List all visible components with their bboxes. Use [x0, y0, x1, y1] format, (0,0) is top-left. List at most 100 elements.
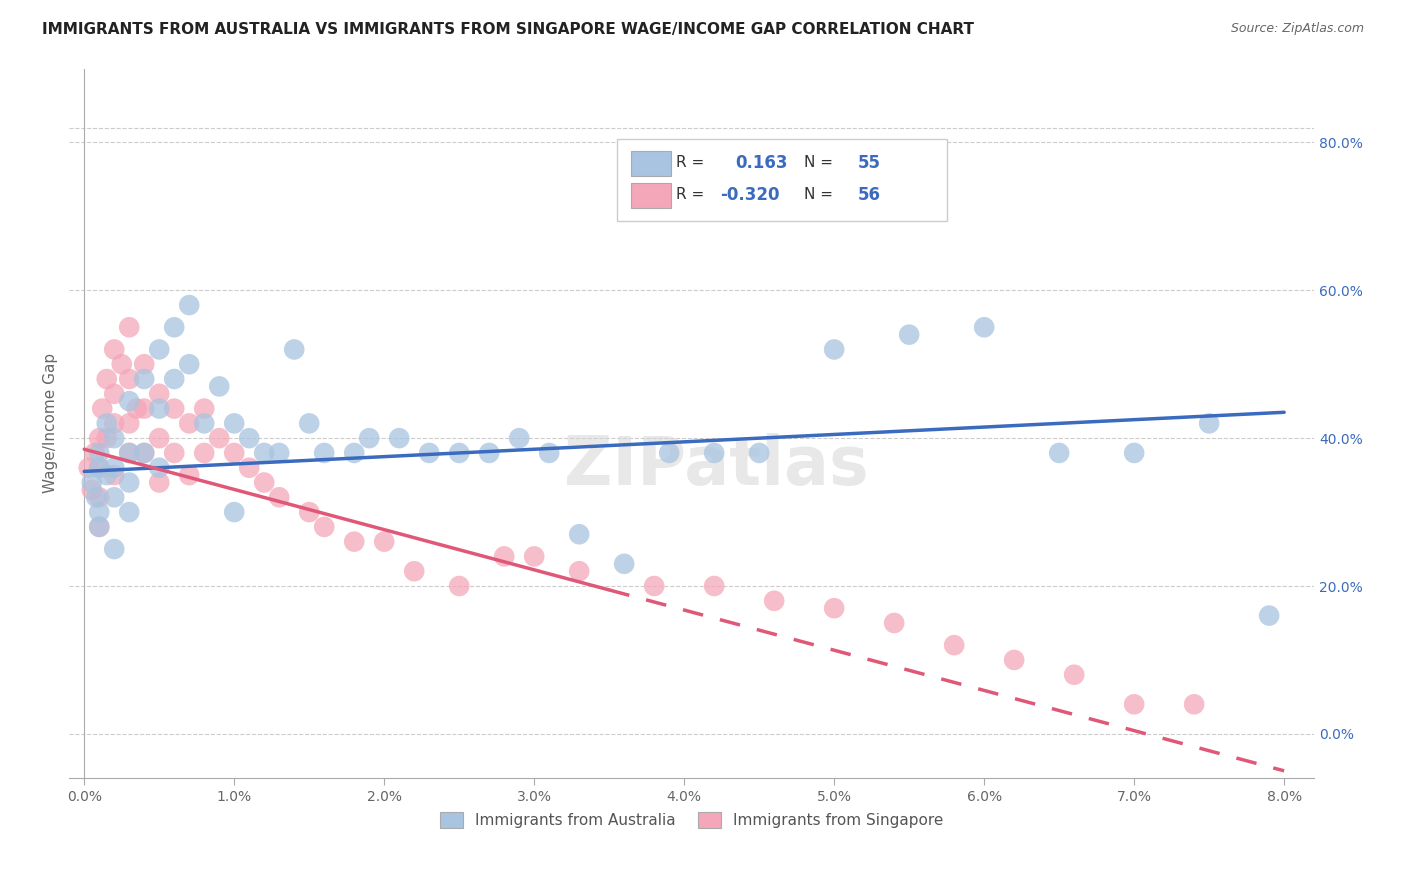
Point [89, 460, 111, 475]
Point [96, 468, 118, 483]
Point [80, 475, 103, 490]
Point [643, 579, 665, 593]
Point [103, 542, 125, 557]
Point [703, 446, 725, 460]
Point [388, 431, 411, 445]
Point [134, 357, 156, 371]
Point [568, 527, 591, 541]
Point [1123, 698, 1146, 712]
Point [238, 431, 260, 445]
Point [148, 401, 170, 416]
Point [118, 372, 141, 386]
Point [84, 491, 107, 505]
Text: ZIPatlas: ZIPatlas [564, 433, 869, 499]
Point [1182, 698, 1205, 712]
Point [208, 379, 231, 393]
Point [103, 468, 125, 483]
Point [973, 320, 995, 334]
Point [125, 401, 148, 416]
Point [83, 446, 105, 460]
Point [359, 431, 381, 445]
Point [1198, 417, 1220, 431]
Point [1258, 608, 1281, 623]
Point [118, 394, 141, 409]
FancyBboxPatch shape [617, 139, 946, 221]
Point [703, 579, 725, 593]
Text: N =: N = [804, 155, 832, 170]
Point [523, 549, 546, 564]
Point [163, 446, 186, 460]
Point [613, 557, 636, 571]
Point [823, 601, 845, 615]
Text: 56: 56 [858, 186, 880, 204]
Point [148, 386, 170, 401]
Point [193, 417, 215, 431]
Point [314, 446, 336, 460]
Point [179, 298, 201, 312]
Text: IMMIGRANTS FROM AUSTRALIA VS IMMIGRANTS FROM SINGAPORE WAGE/INCOME GAP CORRELATI: IMMIGRANTS FROM AUSTRALIA VS IMMIGRANTS … [42, 22, 974, 37]
Point [103, 343, 125, 357]
Point [449, 446, 471, 460]
Point [748, 446, 770, 460]
Point [179, 357, 201, 371]
Point [208, 431, 231, 445]
Point [118, 446, 141, 460]
Point [134, 401, 156, 416]
Y-axis label: Wage/Income Gap: Wage/Income Gap [44, 353, 58, 493]
Point [538, 446, 561, 460]
Point [77, 460, 100, 475]
Point [118, 475, 141, 490]
Legend: Immigrants from Australia, Immigrants from Singapore: Immigrants from Australia, Immigrants fr… [433, 806, 950, 834]
Point [449, 579, 471, 593]
Point [163, 320, 186, 334]
Point [253, 446, 276, 460]
Point [224, 417, 246, 431]
Point [1047, 446, 1070, 460]
Point [163, 401, 186, 416]
Point [373, 534, 395, 549]
Text: -0.320: -0.320 [720, 186, 780, 204]
Text: R =: R = [675, 187, 704, 202]
Point [148, 460, 170, 475]
Point [118, 320, 141, 334]
Point [1063, 667, 1085, 681]
Point [298, 505, 321, 519]
Point [224, 446, 246, 460]
Point [103, 460, 125, 475]
Point [96, 372, 118, 386]
Point [343, 446, 366, 460]
Point [163, 372, 186, 386]
Point [1123, 446, 1146, 460]
Point [118, 417, 141, 431]
Point [96, 431, 118, 445]
Point [418, 446, 440, 460]
Point [823, 343, 845, 357]
Point [343, 534, 366, 549]
FancyBboxPatch shape [631, 183, 671, 209]
Text: R =: R = [675, 155, 704, 170]
Text: 55: 55 [858, 154, 880, 172]
Point [193, 401, 215, 416]
Point [658, 446, 681, 460]
Point [568, 564, 591, 578]
Point [111, 357, 134, 371]
Point [269, 446, 291, 460]
Point [80, 483, 103, 497]
Point [134, 446, 156, 460]
Text: N =: N = [804, 187, 832, 202]
Point [283, 343, 305, 357]
Point [148, 475, 170, 490]
Point [314, 520, 336, 534]
Point [763, 594, 786, 608]
Point [89, 520, 111, 534]
Point [103, 386, 125, 401]
Point [103, 491, 125, 505]
Point [193, 446, 215, 460]
Point [179, 468, 201, 483]
Point [1002, 653, 1025, 667]
Point [238, 460, 260, 475]
Point [96, 417, 118, 431]
Point [253, 475, 276, 490]
Point [118, 505, 141, 519]
Text: Source: ZipAtlas.com: Source: ZipAtlas.com [1230, 22, 1364, 36]
